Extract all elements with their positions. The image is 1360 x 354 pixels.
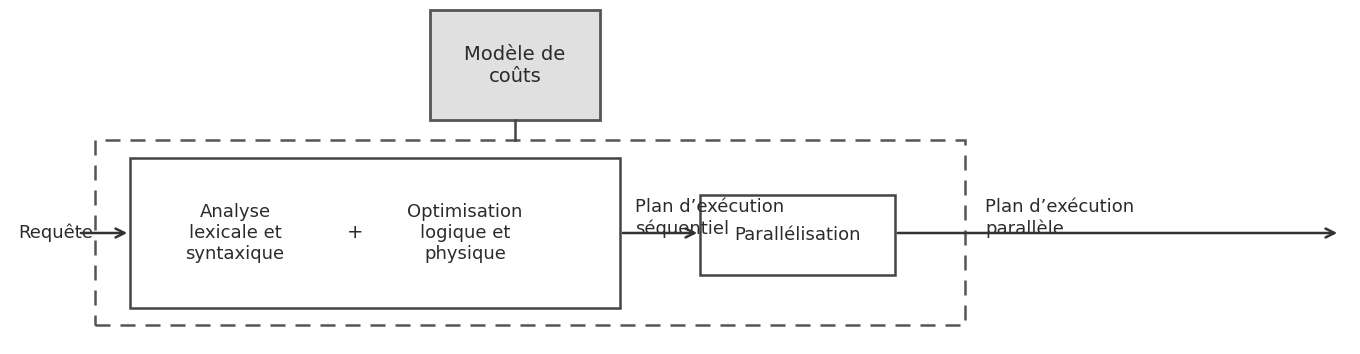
Bar [95, 140, 966, 325]
Text: +: + [347, 223, 363, 242]
Bar [700, 195, 895, 275]
Text: Analyse
lexicale et
syntaxique: Analyse lexicale et syntaxique [185, 203, 284, 263]
Text: Parallélisation: Parallélisation [734, 226, 861, 244]
Text: Requête: Requête [18, 224, 92, 242]
Text: Modèle de
coûts: Modèle de coûts [464, 45, 566, 86]
Bar [131, 158, 620, 308]
Text: Plan d’exécution
séquentiel: Plan d’exécution séquentiel [635, 198, 785, 238]
Text: Plan d’exécution
parallèle: Plan d’exécution parallèle [985, 198, 1134, 238]
Text: Optimisation
logique et
physique: Optimisation logique et physique [407, 203, 522, 263]
Bar [430, 10, 600, 120]
